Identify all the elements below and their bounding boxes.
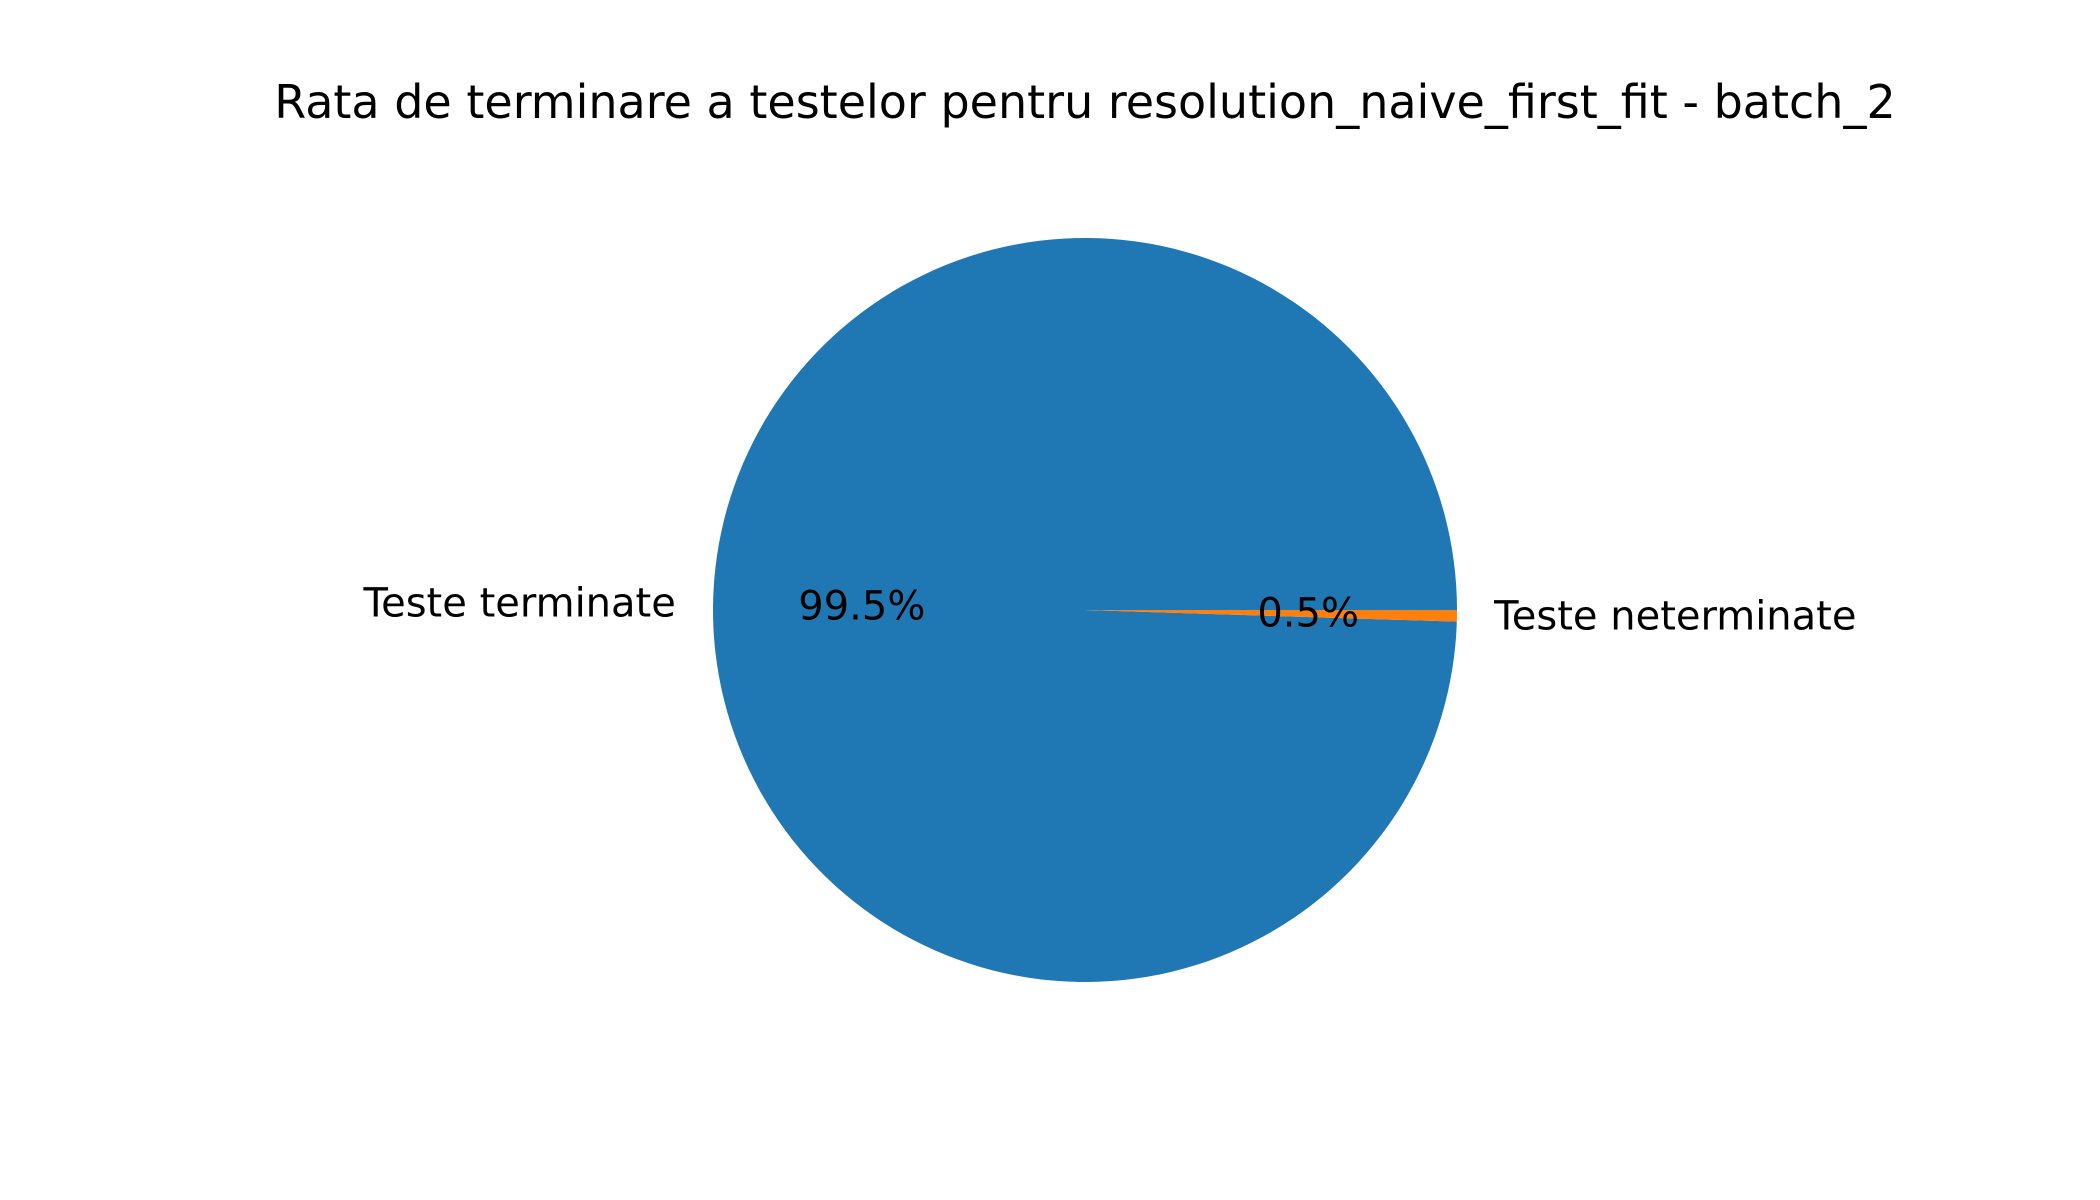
slice-percent-label-1: 99.5% <box>798 583 925 629</box>
pie-slices <box>713 237 1457 982</box>
slice-label-2: Teste neterminate <box>1493 593 1856 639</box>
chart-title: Rata de terminare a testelor pentru reso… <box>274 75 1895 129</box>
pie-labels: Teste terminate 99.5% Teste neterminate 0.5… <box>362 581 1856 640</box>
pie-slice-1 <box>713 237 1457 982</box>
slice-label-1: Teste terminate <box>362 581 675 627</box>
pie-slice-2 <box>1085 610 1457 622</box>
slice-percent-label-2: 0.5% <box>1257 591 1359 637</box>
